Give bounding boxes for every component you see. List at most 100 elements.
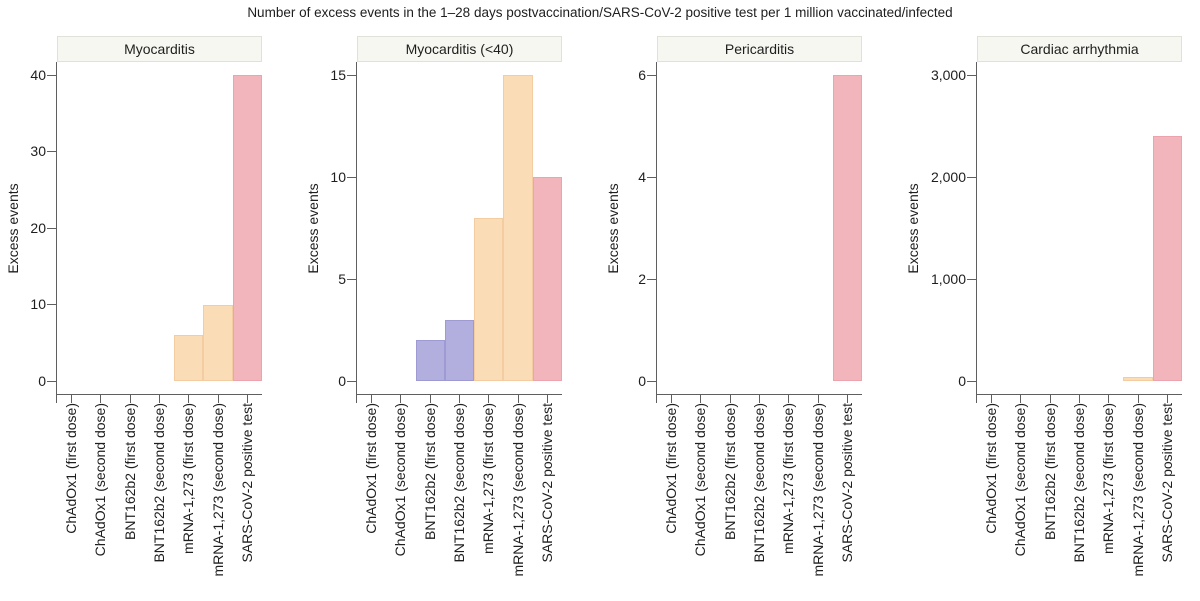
y-tick-label: 0 [958, 372, 966, 389]
y-tick [647, 380, 656, 382]
x-tick [400, 395, 402, 403]
facet-strip: Pericarditis [657, 36, 862, 62]
facet-strip-label: Cardiac arrhythmia [1020, 41, 1139, 57]
facet-strip-label: Myocarditis [124, 41, 195, 57]
x-tick-label: BNT162b2 (second dose) [1071, 403, 1087, 563]
x-tick [788, 395, 790, 403]
x-tick [129, 395, 131, 403]
x-tick-label: mRNA-1,273 (first dose) [480, 403, 497, 554]
x-tick-label: mRNA-1,273 (first dose) [1100, 403, 1117, 554]
bar-sars-cov-2-positive-test [832, 75, 862, 381]
bar-sars-cov-2-positive-test [232, 75, 262, 381]
bar-sars-cov-2-positive-test [1152, 136, 1182, 381]
x-tick [671, 395, 673, 403]
y-tick-label: 2,000 [930, 168, 966, 185]
x-tick [246, 395, 248, 403]
x-tick-label: BNT162b2 (first dose) [121, 403, 138, 540]
x-tick-label: BNT162b2 (second dose) [151, 403, 167, 563]
bar-mrna-1-273-first-dose [474, 217, 504, 381]
x-tick-label: BNT162b2 (first dose) [721, 403, 738, 540]
x-tick [700, 395, 702, 403]
x-tick-label: mRNA-1,273 (second dose) [209, 403, 226, 577]
y-tick [347, 278, 356, 280]
y-tick-label: 40 [30, 66, 46, 83]
x-axis-line [976, 394, 1182, 395]
x-tick [517, 395, 519, 403]
y-tick-label: 1,000 [930, 270, 966, 287]
y-tick [347, 380, 356, 382]
x-tick-label: SARS-CoV-2 positive test [538, 403, 555, 563]
bar-mrna-1-273-first-dose [174, 335, 204, 381]
y-axis-label: Excess events [904, 183, 921, 274]
x-tick-label: mRNA-1,273 (second dose) [1129, 403, 1146, 577]
x-tick-label: ChAdOx1 (first dose) [663, 403, 680, 534]
y-tick [47, 227, 56, 229]
x-axis-line [356, 394, 562, 395]
x-tick-label: mRNA-1,273 (second dose) [509, 403, 526, 577]
y-tick-label: 20 [30, 219, 46, 236]
x-tick-label: BNT162b2 (second dose) [751, 403, 767, 563]
y-axis-label: Excess events [304, 183, 321, 274]
x-axis-line [56, 394, 262, 395]
x-tick-label: ChAdOx1 (second dose) [692, 403, 709, 557]
y-tick [647, 74, 656, 76]
y-tick-label: 10 [30, 296, 46, 312]
x-tick [459, 395, 460, 403]
y-tick-label: 3,000 [930, 66, 966, 83]
x-tick-label: ChAdOx1 (first dose) [63, 403, 80, 534]
x-tick [729, 395, 731, 403]
x-tick [1166, 395, 1168, 403]
x-tick-label: mRNA-1,273 (first dose) [180, 403, 197, 554]
y-axis-line [976, 62, 977, 403]
y-tick [47, 380, 56, 382]
facet-strip: Myocarditis (<40) [357, 36, 562, 62]
y-tick [967, 380, 976, 382]
bar-bnt162b2-first-dose [415, 340, 445, 381]
x-tick [188, 395, 190, 403]
y-tick-label: 0 [38, 372, 46, 389]
x-tick [71, 395, 73, 403]
x-tick-label: BNT162b2 (first dose) [421, 403, 438, 540]
x-tick-label: BNT162b2 (first dose) [1041, 403, 1058, 540]
x-tick [817, 395, 819, 403]
y-tick [967, 176, 976, 178]
y-tick-label: 4 [638, 168, 646, 185]
panel-cardiac-arrhythmia: Cardiac arrhythmia Excess events 0 1,000 2,0… [900, 0, 1200, 601]
x-tick-label: ChAdOx1 (first dose) [363, 403, 380, 534]
x-tick [991, 395, 993, 403]
x-tick [100, 395, 102, 403]
y-tick [967, 74, 976, 76]
y-tick-label: 2 [638, 270, 646, 287]
x-tick [1137, 395, 1139, 403]
x-tick-label: ChAdOx1 (second dose) [92, 403, 109, 557]
x-tick-label: ChAdOx1 (second dose) [1012, 403, 1029, 557]
bar-bnt162b2-second-dose [444, 319, 475, 381]
panel-pericarditis: Pericarditis Excess events 0 2 4 6 ChAdOx1 (fi… [600, 0, 900, 601]
x-tick [1108, 395, 1110, 403]
x-tick-label: SARS-CoV-2 positive test [838, 403, 855, 563]
y-tick [967, 278, 976, 280]
y-axis-line [56, 62, 57, 403]
y-tick-label: 5 [338, 270, 346, 287]
y-tick-label: 0 [638, 372, 646, 389]
x-tick [429, 395, 431, 403]
facet-strip: Myocarditis [57, 36, 262, 62]
y-axis-label: Excess events [604, 183, 621, 274]
x-tick [546, 395, 548, 403]
bar-mrna-1-273-second-dose [203, 304, 233, 381]
x-tick [1020, 395, 1022, 403]
y-tick [647, 176, 656, 178]
y-tick [47, 74, 56, 76]
panel-myocarditis-40: Myocarditis (<40) Excess events 0 5 10 15 ChAd… [300, 0, 600, 601]
y-tick-label: 6 [638, 66, 646, 83]
facet-strip: Cardiac arrhythmia [977, 36, 1182, 62]
x-tick [488, 395, 490, 403]
x-tick-label: SARS-CoV-2 positive test [1158, 403, 1175, 563]
y-axis-line [356, 62, 357, 403]
x-tick [217, 395, 219, 403]
bar-sars-cov-2-positive-test [532, 177, 562, 381]
y-tick-label: 0 [338, 372, 346, 389]
x-tick [371, 395, 373, 403]
y-tick-label: 30 [30, 143, 46, 159]
